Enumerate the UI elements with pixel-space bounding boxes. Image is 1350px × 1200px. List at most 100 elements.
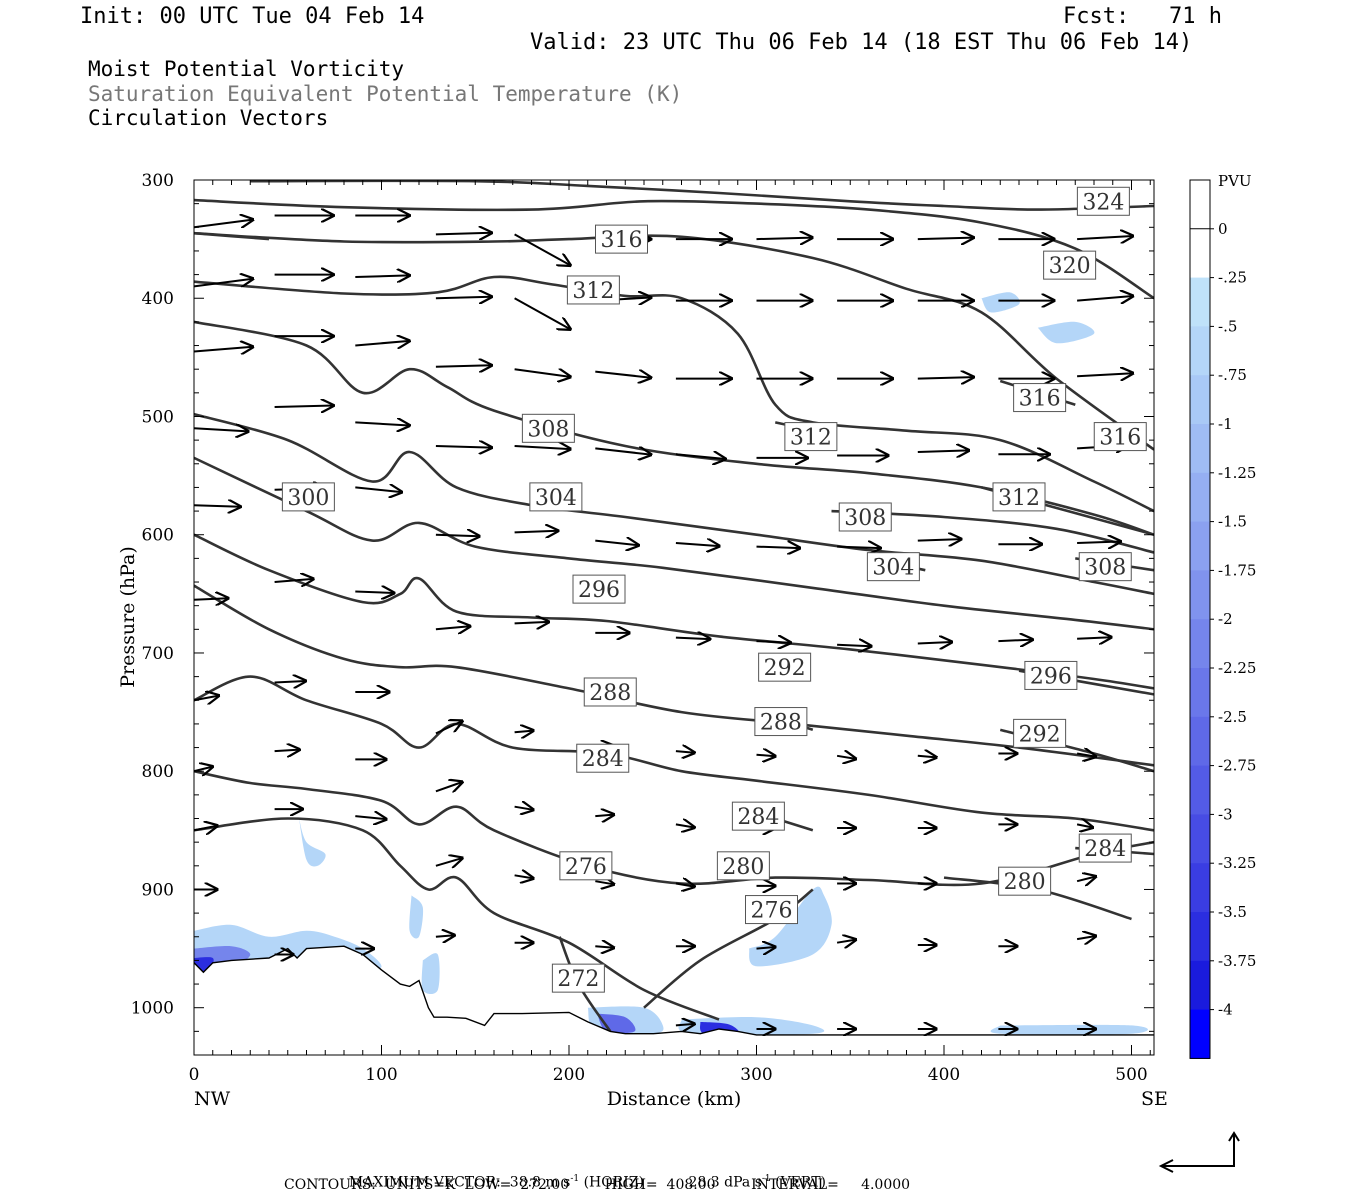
- theta-es-contour: [194, 231, 270, 241]
- contour-label: 312: [572, 279, 614, 304]
- contour-label: 288: [589, 681, 631, 706]
- circulation-vector: [514, 368, 571, 377]
- contour-label: 280: [1004, 870, 1046, 895]
- colorbar-label: -3.5: [1218, 903, 1247, 921]
- circulation-vector: [675, 884, 695, 887]
- colorbar-swatch: [1190, 814, 1210, 864]
- circulation-vector: [595, 372, 651, 378]
- y-tick-label: 800: [142, 762, 174, 782]
- circulation-vector: [1076, 824, 1093, 827]
- colorbar-swatch: [1190, 765, 1210, 815]
- circulation-vector: [194, 696, 219, 701]
- contour-label-box: [1013, 383, 1067, 413]
- circulation-vector: [917, 642, 952, 644]
- circulation-vector: [435, 233, 492, 235]
- terrain-line: [194, 945, 1154, 1036]
- contour-label-box: [754, 707, 808, 737]
- colorbar-swatch: [1190, 716, 1210, 767]
- y-tick-label: 500: [142, 407, 174, 427]
- colorbar-swatch: [1190, 424, 1210, 474]
- colorbar-label: -2: [1218, 610, 1233, 628]
- contour-label: 276: [565, 855, 607, 880]
- contour-label-box: [1024, 660, 1078, 690]
- contour-label: 308: [1084, 556, 1126, 581]
- contour-label-box: [716, 851, 770, 881]
- circulation-vector: [917, 756, 937, 758]
- circulation-vector: [917, 377, 974, 379]
- colorbar-swatch: [1190, 960, 1210, 1011]
- circulation-vector: [756, 755, 776, 757]
- circulation-vector: [435, 721, 462, 735]
- colorbar-label: -2.5: [1218, 708, 1247, 726]
- circulation-vector: [1076, 877, 1096, 882]
- colorbar-label: -2.25: [1218, 659, 1256, 677]
- contour-label-box: [559, 851, 613, 881]
- colorbar-swatch: [1190, 619, 1210, 669]
- contour-label: 284: [582, 747, 624, 772]
- y-tick-label: 400: [142, 289, 174, 309]
- circulation-vector: [514, 446, 571, 449]
- contour-label: 300: [287, 486, 329, 511]
- y-tick-label: 1000: [131, 999, 174, 1019]
- circulation-vector: [837, 547, 880, 549]
- colorbar-label: -4: [1218, 1001, 1233, 1019]
- colorbar-swatch: [1190, 1009, 1210, 1059]
- theta-es-contour: [194, 456, 1154, 631]
- contour-label-box: [595, 224, 648, 254]
- circulation-vector: [675, 543, 719, 546]
- circulation-vector: [675, 751, 695, 753]
- x-tick-label: 0: [189, 1065, 200, 1085]
- mpv-shading: [981, 292, 1020, 313]
- circulation-vector: [355, 275, 409, 277]
- colorbar-label: -1.5: [1218, 513, 1247, 531]
- circulation-vector: [837, 645, 871, 647]
- y-axis-title: Pressure (hPa): [117, 546, 139, 688]
- circulation-vector: [435, 297, 492, 299]
- contour-label: 288: [760, 711, 802, 736]
- colorbar-swatch: [1190, 277, 1210, 327]
- circulation-vector: [1076, 754, 1096, 757]
- theta-es-contour: [194, 817, 720, 1021]
- circulation-vector: [1077, 236, 1133, 239]
- contour-label-box: [1093, 422, 1147, 452]
- colorbar-label: -2.75: [1218, 757, 1256, 775]
- y-tick-label: 900: [142, 880, 174, 900]
- contour-label-box: [998, 866, 1052, 896]
- theta-es-contour: [250, 180, 1154, 211]
- colorbar-swatch: [1190, 912, 1210, 962]
- plot-frame: [193, 179, 1155, 1056]
- circulation-vector: [194, 428, 248, 431]
- max-vector-line: MAXIMUM VECTOR: 38.8 m s-1 (HORIZ) 28.3 …: [348, 1174, 826, 1191]
- circulation-vector: [194, 826, 217, 831]
- mpv-shading: [1037, 321, 1095, 344]
- circulation-vector: [194, 279, 253, 288]
- theta-es-contour: [194, 198, 1154, 300]
- contour-label: 296: [1030, 664, 1072, 689]
- colorbar-label: -.75: [1218, 366, 1247, 384]
- colorbar-swatch: [1190, 228, 1210, 279]
- contour-label-box: [992, 482, 1046, 512]
- field-title-mpv: Moist Potential Vorticity: [88, 57, 405, 81]
- circulation-vector: [675, 638, 710, 640]
- contour-label: 308: [844, 506, 886, 531]
- y-tick-label: 600: [142, 526, 174, 546]
- circulation-vector: [675, 1024, 695, 1026]
- circulation-vector: [435, 446, 492, 448]
- circulation-vector: [194, 767, 213, 772]
- circulation-vector: [1077, 637, 1111, 639]
- circulation-vector: [514, 807, 534, 810]
- y-tick-label: 700: [142, 644, 174, 664]
- circulation-vector: [355, 592, 394, 594]
- circulation-vector: [194, 220, 253, 229]
- circulation-vector: [595, 881, 614, 884]
- circulation-vector: [917, 539, 961, 541]
- circulation-vector: [355, 816, 386, 819]
- contour-label: 284: [737, 805, 779, 830]
- contour-label-box: [1013, 718, 1067, 748]
- contour-label-box: [576, 743, 630, 773]
- contour-label: 292: [764, 656, 806, 681]
- circulation-vector: [435, 935, 455, 937]
- contour-label-box: [1076, 186, 1130, 216]
- contour-label: 276: [751, 899, 793, 924]
- colorbar-label: 0: [1218, 220, 1228, 238]
